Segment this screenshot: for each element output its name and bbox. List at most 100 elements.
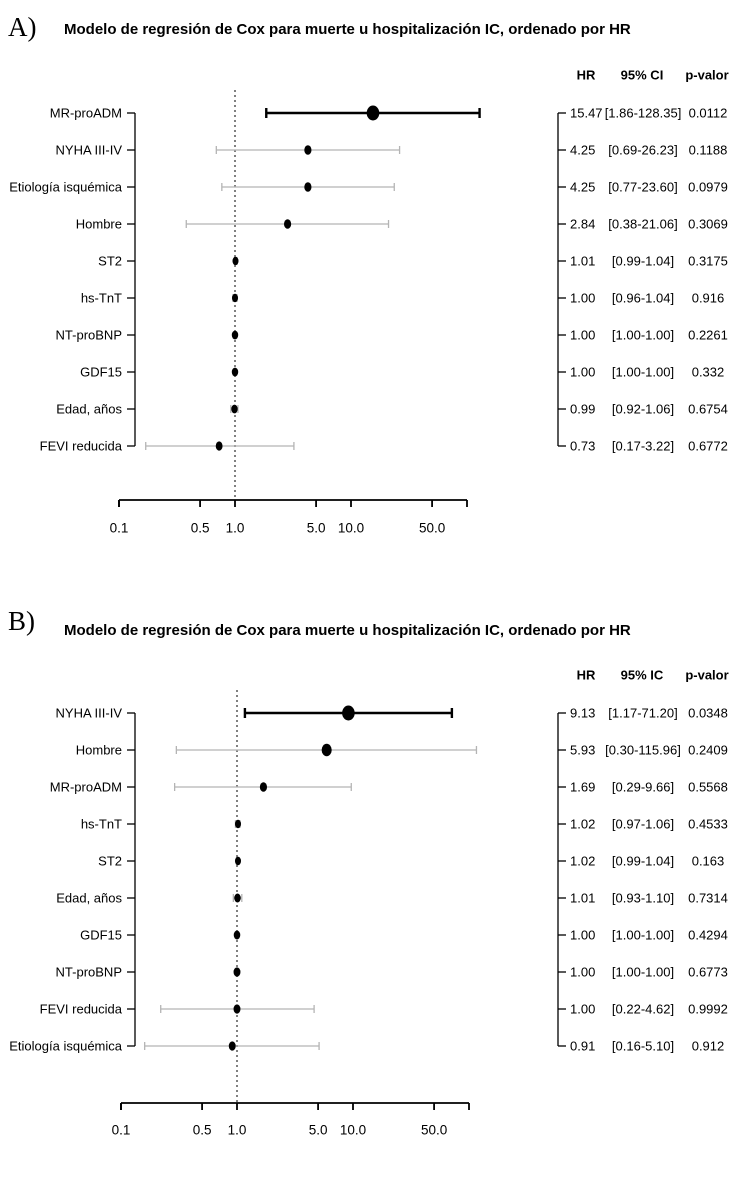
p-value: 0.3175 [688, 253, 728, 269]
point-estimate [233, 967, 241, 977]
point-estimate [233, 930, 241, 940]
ci-value: [1.00-1.00] [611, 364, 675, 380]
p-value: 0.2409 [688, 742, 728, 758]
hr-value: 15.47 [570, 105, 603, 121]
axis-tick-label: 0.1 [111, 1122, 131, 1138]
row-label: FEVI reducida [39, 1001, 122, 1017]
row-label: hs-TnT [80, 816, 122, 832]
ci-value: [0.22-4.62] [611, 1001, 675, 1017]
row-label: Etiología isquémica [9, 1038, 122, 1054]
ci-value: [1.00-1.00] [611, 327, 675, 343]
row-label: Edad, años [56, 401, 122, 417]
panel-b-letter: B) [8, 606, 35, 636]
point-estimate [231, 404, 238, 414]
p-value: 0.912 [691, 1038, 725, 1054]
point-estimate [283, 219, 292, 229]
point-estimate [304, 145, 312, 155]
axis-tick-label: 50.0 [420, 1122, 448, 1138]
point-estimate [366, 105, 380, 121]
point-estimate [342, 705, 355, 721]
row-label: GDF15 [80, 927, 122, 943]
axis-tick-label: 0.5 [190, 520, 210, 536]
point-estimate [321, 743, 332, 757]
row-label: FEVI reducida [39, 438, 122, 454]
row-label: Hombre [75, 216, 122, 232]
axis-tick-label: 10.0 [339, 1122, 367, 1138]
p-value: 0.3069 [688, 216, 728, 232]
p-value: 0.1188 [688, 142, 728, 158]
ci-value: [0.29-9.66] [611, 779, 675, 795]
point-estimate [231, 293, 239, 303]
ci-value: [0.96-1.04] [611, 290, 675, 306]
hr-value: 1.69 [570, 779, 596, 795]
ci-value: [0.69-26.23] [608, 142, 678, 158]
ci-value: [0.97-1.06] [611, 816, 675, 832]
hr-value: 0.99 [570, 401, 596, 417]
panel-a-column-header-ci: 95% CI [620, 67, 664, 83]
p-value: 0.916 [691, 290, 725, 306]
hr-value: 1.01 [570, 890, 596, 906]
ci-value: [0.99-1.04] [611, 853, 675, 869]
p-value: 0.2261 [688, 327, 728, 343]
p-value: 0.0979 [688, 179, 728, 195]
panel-a-column-header-hr: HR [576, 67, 596, 83]
ci-value: [0.77-23.60] [608, 179, 678, 195]
hr-value: 1.02 [570, 816, 596, 832]
p-value: 0.7314 [688, 890, 728, 906]
panel-b-column-header-ci: 95% IC [620, 667, 664, 683]
ci-value: [0.92-1.06] [611, 401, 675, 417]
point-estimate [304, 182, 312, 192]
ci-value: [1.00-1.00] [611, 964, 675, 980]
row-label: ST2 [98, 253, 122, 269]
point-estimate [234, 856, 242, 866]
p-value: 0.4294 [688, 927, 728, 943]
row-label: NT-proBNP [55, 964, 122, 980]
ci-value: [1.00-1.00] [611, 927, 675, 943]
point-estimate [215, 441, 223, 451]
axis-tick-label: 5.0 [308, 1122, 328, 1138]
hr-value: 4.25 [570, 142, 596, 158]
panel-a-column-header-pvalue: p-valor [685, 67, 729, 83]
axis-tick-label: 0.5 [192, 1122, 212, 1138]
panel-a-title: Modelo de regresión de Cox para muerte u… [64, 21, 631, 38]
row-label: ST2 [98, 853, 122, 869]
row-label: NYHA III-IV [55, 705, 122, 721]
ci-value: [0.93-1.10] [611, 890, 675, 906]
ci-value: [1.86-128.35] [604, 105, 682, 121]
row-label: hs-TnT [80, 290, 122, 306]
p-value: 0.6754 [688, 401, 728, 417]
row-label: NYHA III-IV [55, 142, 122, 158]
hr-value: 1.01 [570, 253, 596, 269]
row-label: GDF15 [80, 364, 122, 380]
hr-value: 1.00 [570, 290, 596, 306]
hr-value: 9.13 [570, 705, 596, 721]
axis-tick-label: 1.0 [227, 1122, 247, 1138]
p-value: 0.0112 [688, 105, 728, 121]
panel-b-title: Modelo de regresión de Cox para muerte u… [64, 622, 631, 639]
hr-value: 1.00 [570, 964, 596, 980]
hr-value: 1.00 [570, 327, 596, 343]
ci-value: [1.17-71.20] [608, 705, 678, 721]
p-value: 0.163 [691, 853, 725, 869]
p-value: 0.6772 [688, 438, 728, 454]
hr-value: 4.25 [570, 179, 596, 195]
point-estimate [231, 367, 239, 377]
axis-tick-label: 50.0 [418, 520, 446, 536]
point-estimate [234, 893, 241, 903]
ci-value: [0.99-1.04] [611, 253, 675, 269]
p-value: 0.332 [691, 364, 725, 380]
hr-value: 1.00 [570, 1001, 596, 1017]
ci-value: [0.17-3.22] [611, 438, 675, 454]
ci-value: [0.30-115.96] [605, 742, 681, 758]
axis-tick-label: 5.0 [306, 520, 326, 536]
p-value: 0.5568 [688, 779, 728, 795]
hr-value: 1.00 [570, 364, 596, 380]
hr-value: 1.02 [570, 853, 596, 869]
hr-value: 5.93 [570, 742, 596, 758]
row-label: Edad, años [56, 890, 122, 906]
point-estimate [259, 782, 268, 792]
panel-b-column-header-hr: HR [576, 667, 596, 683]
ci-value: [0.38-21.06] [608, 216, 678, 232]
